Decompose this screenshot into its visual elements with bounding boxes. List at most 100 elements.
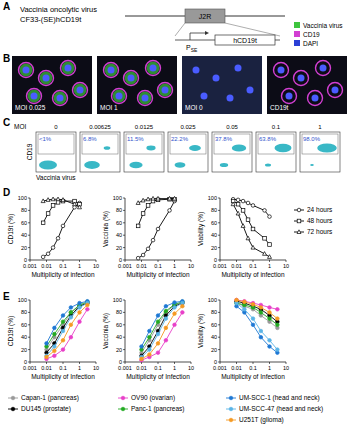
y-tick-label: 80 [21,207,27,213]
x-tick-label: 0.001 [118,263,132,269]
panel-letter: E [3,291,10,302]
nucleus [77,87,84,94]
cell-green [74,84,87,97]
flow-gate [170,134,206,154]
image-background [182,56,262,114]
y-tick-label: 80 [21,309,27,315]
marker [121,396,125,400]
y-tick [123,210,125,211]
y-tick [123,312,125,313]
y-tick [28,324,30,325]
marker [151,196,155,200]
series-line [233,201,269,244]
nucleus [57,95,64,102]
y-axis [125,198,126,260]
marker [53,349,57,353]
y-tick [123,300,125,301]
marker [61,348,65,352]
x-tick [141,362,142,364]
x-tick [220,260,221,262]
cell-membrane [124,71,139,86]
cell-population [220,163,228,167]
marker [246,236,250,240]
y-tick [123,235,125,236]
legend-label: OV90 (ovarian) [131,394,175,402]
cell-green [125,72,138,85]
marker [61,314,65,318]
panel-letter: B [3,53,10,64]
x-tick [63,362,64,364]
moi-label: 0.1 [272,124,281,130]
x-axis-label: Multiplicity of infection [31,271,95,279]
image-label: CD19t [270,104,289,111]
legend-label: 48 hours [307,217,333,224]
marker [173,323,177,327]
y-tick [28,337,30,338]
marker [140,345,144,349]
marker [173,196,177,200]
x-axis-label: Multiplicity of infection [221,271,285,279]
cell-membrane [328,83,343,98]
marker [259,335,263,339]
nucleus [298,75,305,82]
gate-percent: 11.5% [127,136,144,142]
cell-green [62,62,75,75]
legend-label: UM-SCC-1 (head and neck) [239,394,320,402]
x-tick-label: 0.01 [41,365,52,371]
marker [263,237,267,241]
chart: 0204060801000.0010.010.1110CD19t (%)Mult… [7,297,99,381]
marker [168,209,172,213]
series-line [142,303,183,357]
marker [276,317,280,321]
marker [241,199,245,203]
nucleus [312,95,319,102]
micrograph [12,56,92,114]
cell-membrane [282,89,297,104]
x-tick-label: 1 [173,365,176,371]
marker [251,317,255,321]
legend-label: Panc-1 (pancreas) [131,405,184,413]
x-tick [96,362,97,364]
figure: ABCDEVaccinia oncolytic virusCF33-(SE)hC… [0,0,352,431]
nucleus [213,75,220,82]
series-line [138,199,174,226]
marker [69,316,73,320]
flow-plot [168,132,208,172]
y-tick-label: 60 [116,220,122,226]
marker [251,303,255,307]
marker [61,329,65,333]
y-axis-label: Vaccinia (%) [102,313,110,349]
marker [241,209,245,213]
x-tick [236,362,237,364]
cell-green [113,90,126,103]
marker [46,252,50,256]
legend-label: Vaccinia virus [303,22,343,29]
marker [61,320,65,324]
marker [241,224,245,228]
marker [156,351,160,355]
marker [78,301,82,305]
x-tick [30,362,31,364]
marker [156,332,160,336]
y-tick [218,198,220,199]
y-tick [28,235,30,236]
marker [268,255,272,259]
y-tick [218,235,220,236]
marker [41,221,45,225]
y-tick [123,247,125,248]
flow-header: MOI [14,123,26,130]
legend-swatch [294,31,300,37]
y-axis-label: Vaccinia (%) [102,211,110,247]
marker [164,309,168,313]
plot-area [45,299,89,360]
marker [263,252,267,256]
chart: 0204060801000.0010.010.1110Vaccinia (%)M… [102,195,194,279]
marker [156,314,160,318]
x-tick-label: 1 [78,263,81,269]
x-tick [30,260,31,262]
marker [251,204,255,208]
x-tick-label: 10 [188,263,194,269]
y-tick [123,222,125,223]
cell-green [54,92,67,105]
y-tick [218,222,220,223]
